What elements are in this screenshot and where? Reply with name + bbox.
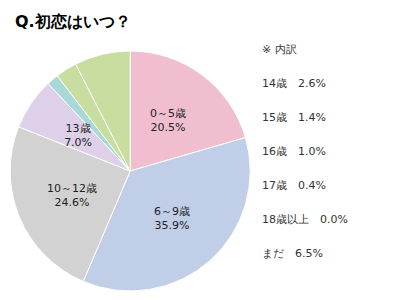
- svg-text:6～9歳: 6～9歳: [154, 205, 190, 218]
- svg-text:16歳 1.0%: 16歳 1.0%: [262, 145, 326, 158]
- svg-text:Q.初恋はいつ？: Q.初恋はいつ？: [15, 12, 131, 31]
- svg-text:※ 内訳: ※ 内訳: [262, 43, 297, 56]
- svg-text:20.5%: 20.5%: [151, 121, 186, 134]
- svg-text:0～5歳: 0～5歳: [150, 107, 186, 120]
- svg-text:まだ 6.5%: まだ 6.5%: [262, 247, 323, 260]
- svg-text:7.0%: 7.0%: [64, 136, 92, 149]
- svg-text:18歳以上 0.0%: 18歳以上 0.0%: [262, 213, 348, 226]
- svg-text:10～12歳: 10～12歳: [47, 182, 97, 195]
- svg-text:14歳 2.6%: 14歳 2.6%: [262, 77, 326, 90]
- svg-text:24.6%: 24.6%: [55, 196, 90, 209]
- svg-text:15歳 1.4%: 15歳 1.4%: [262, 111, 326, 124]
- svg-text:35.9%: 35.9%: [155, 219, 190, 232]
- svg-text:13歳: 13歳: [66, 122, 91, 135]
- svg-text:17歳 0.4%: 17歳 0.4%: [262, 179, 326, 192]
